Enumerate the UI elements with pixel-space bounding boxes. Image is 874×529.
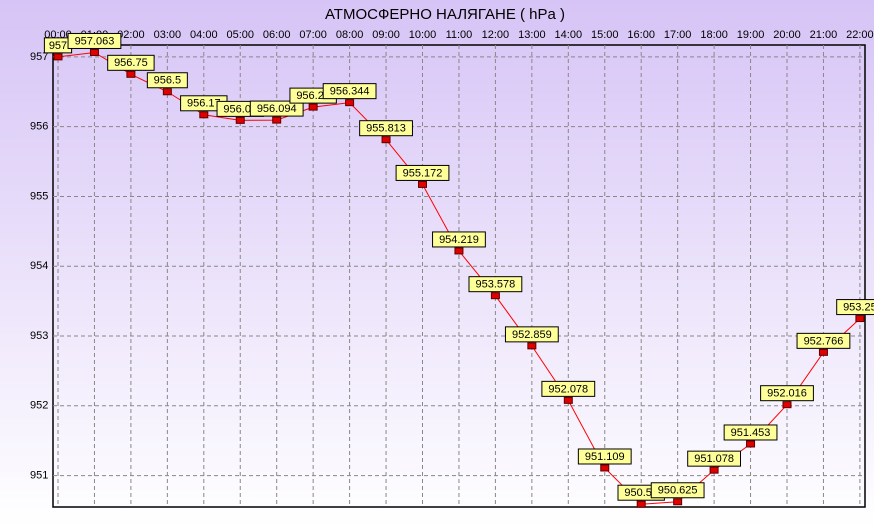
data-label-box xyxy=(249,100,304,117)
x-tick-label: 04:00 xyxy=(190,29,218,41)
data-label-box xyxy=(836,299,874,316)
data-label: 956.75 xyxy=(114,57,148,69)
data-label-box xyxy=(107,54,155,71)
x-tick-label: 19:00 xyxy=(737,29,765,41)
y-tick-label: 951 xyxy=(30,470,48,482)
data-label: 950.625 xyxy=(658,485,698,497)
x-tick-label: 13:00 xyxy=(518,29,546,41)
x-tick-label: 12:00 xyxy=(482,29,510,41)
data-point xyxy=(381,136,391,144)
data-label: 952.016 xyxy=(767,388,807,400)
data-point xyxy=(600,464,610,472)
data-point xyxy=(162,88,172,96)
data-label-box xyxy=(723,424,778,441)
y-tick-label: 954 xyxy=(30,260,48,272)
data-point xyxy=(272,116,282,124)
x-tick-label: 11:00 xyxy=(446,29,473,41)
data-point xyxy=(454,247,464,255)
data-point xyxy=(855,315,865,323)
data-label: 955.813 xyxy=(366,123,406,135)
x-tick-label: 06:00 xyxy=(263,29,291,41)
x-tick-label: 05:00 xyxy=(226,29,254,41)
x-tick-label: 16:00 xyxy=(627,29,655,41)
data-label: 957.063 xyxy=(75,35,115,47)
x-tick-label: 21:00 xyxy=(810,29,838,41)
plot: 95195295395495595695700:0001:0002:0003:0… xyxy=(30,29,874,508)
x-tick-label: 20:00 xyxy=(773,29,801,41)
data-label-box xyxy=(395,164,450,181)
y-tick-label: 955 xyxy=(30,190,48,202)
data-point xyxy=(709,466,719,474)
data-point xyxy=(782,401,792,409)
data-label: 956.17 xyxy=(187,98,221,110)
data-label-box xyxy=(67,32,122,49)
data-label: 951.078 xyxy=(694,453,734,465)
data-label-box xyxy=(468,276,523,293)
x-tick-label: 09:00 xyxy=(372,29,400,41)
data-label: 951.109 xyxy=(585,451,625,463)
data-label: 956.28 xyxy=(296,90,330,102)
data-point xyxy=(345,99,355,107)
chart-title: АТМОСФЕРНО НАЛЯГАНЕ ( hPa ) xyxy=(325,6,565,23)
data-point xyxy=(53,53,63,61)
x-tick-label: 14:00 xyxy=(555,29,583,41)
data-label: 953.578 xyxy=(476,279,516,291)
data-label: 952.766 xyxy=(804,335,844,347)
data-label-box xyxy=(432,231,486,248)
data-label: 950.59 xyxy=(624,487,658,499)
data-label: 956.344 xyxy=(330,86,370,98)
y-tick-label: 952 xyxy=(30,400,48,412)
x-tick-label: 08:00 xyxy=(336,29,364,41)
data-label-box xyxy=(650,482,705,499)
data-label-box xyxy=(541,380,596,397)
data-point xyxy=(563,396,573,404)
x-tick-label: 03:00 xyxy=(154,29,182,41)
y-tick-label: 953 xyxy=(30,330,48,342)
data-point xyxy=(235,116,245,124)
y-tick-label: 956 xyxy=(30,121,48,133)
data-point xyxy=(746,440,756,448)
data-label-box xyxy=(760,385,814,402)
data-label: 954.219 xyxy=(439,234,479,246)
data-label: 956.09 xyxy=(223,103,257,115)
x-tick-label: 17:00 xyxy=(664,29,692,41)
data-point xyxy=(126,70,136,78)
data-label: 956.094 xyxy=(257,103,297,115)
x-tick-label: 18:00 xyxy=(700,29,728,41)
data-point xyxy=(527,342,537,350)
data-point xyxy=(636,500,646,508)
data-label-box xyxy=(577,448,632,465)
data-label-box xyxy=(504,326,559,343)
data-point xyxy=(199,111,209,119)
data-label: 951.453 xyxy=(731,427,771,439)
data-point xyxy=(818,348,828,356)
x-tick-label: 02:00 xyxy=(117,29,145,41)
data-point xyxy=(89,48,99,56)
x-tick-label: 22:00 xyxy=(846,29,874,41)
data-label-box xyxy=(796,332,851,349)
x-tick-label: 07:00 xyxy=(299,29,327,41)
data-point xyxy=(418,180,427,188)
data-point xyxy=(490,292,500,300)
data-label: 956.5 xyxy=(154,75,182,87)
data-point xyxy=(308,103,318,111)
y-tick-label: 957 xyxy=(30,51,48,63)
data-label: 953.25 xyxy=(843,301,874,313)
data-label-box xyxy=(146,72,188,89)
data-label: 952.078 xyxy=(548,383,588,395)
x-tick-label: 10:00 xyxy=(409,29,437,41)
data-label-box xyxy=(322,83,377,100)
data-label-box xyxy=(359,120,413,137)
data-label: 955.172 xyxy=(403,167,443,179)
data-label: 952.859 xyxy=(512,329,552,341)
x-tick-label: 15:00 xyxy=(591,29,619,41)
data-point xyxy=(673,498,683,506)
data-label-box xyxy=(687,450,742,467)
data-label: 957 xyxy=(49,40,67,52)
